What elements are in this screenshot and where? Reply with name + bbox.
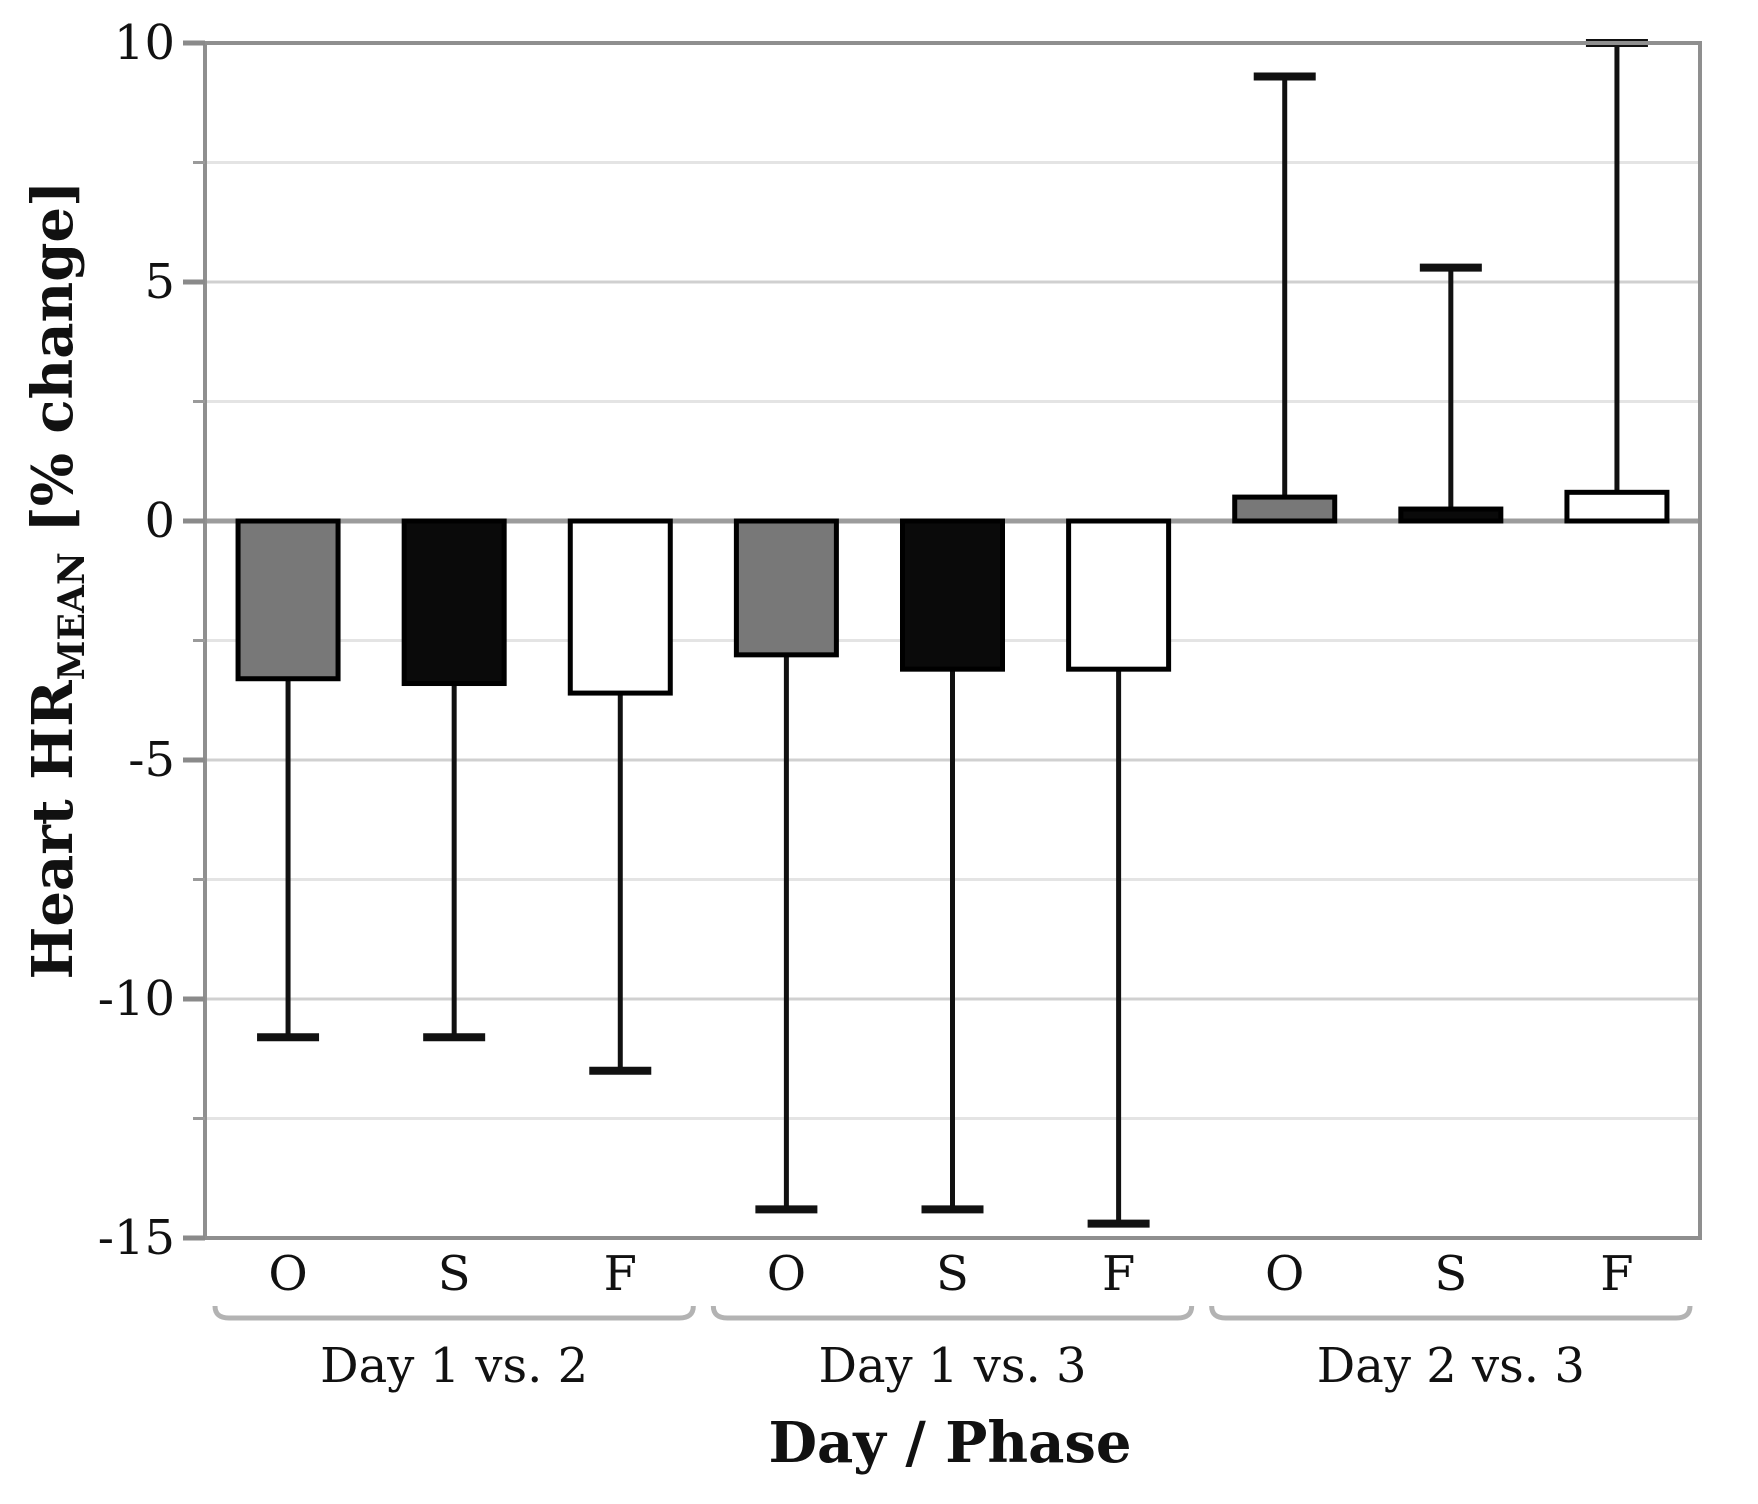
y-tick-label: -10 [98, 971, 175, 1027]
phase-tick-label: O [1265, 1246, 1304, 1302]
y-tick-label: 10 [114, 15, 175, 71]
y-tick-label: 0 [144, 493, 175, 549]
group-bracket [710, 1305, 1195, 1321]
y-axis-title-main: Heart HR [20, 680, 86, 980]
phase-tick-label: F [1102, 1246, 1135, 1302]
y-tick-label: 5 [144, 254, 175, 310]
group-bracket [1209, 1305, 1693, 1321]
phase-tick-label: O [268, 1246, 307, 1302]
phase-tick-label: S [1434, 1246, 1467, 1302]
y-axis-title-subscript: MEAN [51, 552, 93, 680]
bar-F-group1 [567, 518, 673, 696]
group-bracket [212, 1305, 696, 1321]
group-label: Day 1 vs. 2 [320, 1338, 588, 1394]
y-axis-title: Heart HRMEAN [% change] [20, 180, 93, 979]
bar-F-group3 [1564, 489, 1670, 524]
phase-tick-label: O [767, 1246, 806, 1302]
bar-S-group1 [401, 518, 507, 687]
phase-tick-label: S [438, 1246, 471, 1302]
group-label: Day 1 vs. 3 [818, 1338, 1086, 1394]
bar-F-group2 [1066, 518, 1172, 672]
y-axis-title-unit: [% change] [20, 180, 86, 552]
y-ticks-layer: 10 5 0 -5 -10 -15 [98, 15, 205, 1266]
phase-tick-label: S [936, 1246, 969, 1302]
y-tick-label: -15 [98, 1210, 175, 1266]
phase-tick-label: F [604, 1246, 637, 1302]
x-axis-title: Day / Phase [768, 1410, 1131, 1476]
phase-tick-label: F [1600, 1246, 1633, 1302]
bar-S-group3 [1398, 506, 1504, 524]
bars-layer [235, 489, 1670, 696]
group-label: Day 2 vs. 3 [1317, 1338, 1585, 1394]
error-bars-layer [257, 39, 1648, 1228]
bar-O-group3 [1232, 494, 1338, 524]
y-tick-label: -5 [128, 732, 175, 788]
bar-S-group2 [900, 518, 1005, 672]
bar-O-group2 [733, 518, 839, 658]
group-brackets-layer: Day 1 vs. 2 Day 1 vs. 3 Day 2 vs. 3 [212, 1305, 1693, 1394]
bar-O-group1 [235, 518, 341, 682]
